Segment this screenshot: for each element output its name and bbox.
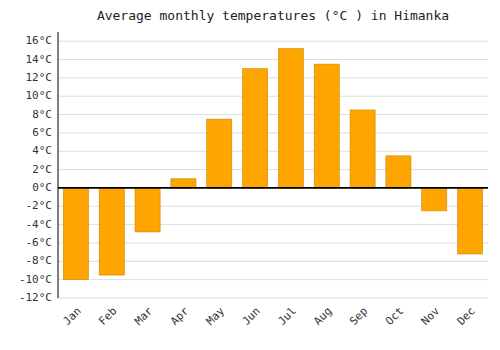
grid-line — [58, 151, 488, 152]
bar — [63, 188, 88, 280]
chart: Average monthly temperatures (°C ) in Hi… — [0, 0, 500, 350]
x-tick-label: Sep — [347, 305, 370, 328]
y-tick-label: 0°C — [32, 181, 52, 194]
y-ticks: -12°C -10°C -8°C -6°C -4°C -2°C 0°C 2°C 4°C 6°C 8°… — [19, 34, 52, 304]
x-tick-label: Feb — [96, 305, 119, 328]
zero-line — [58, 187, 488, 189]
grid-line — [58, 59, 488, 60]
x-tick-label: Mar — [132, 304, 156, 328]
x-tick-label: Dec — [455, 305, 478, 328]
bar — [314, 64, 339, 188]
x-tick-label: Oct — [383, 305, 406, 328]
y-tick-label: 8°C — [32, 108, 52, 121]
y-tick-label: 10°C — [26, 89, 53, 102]
grid-line — [58, 77, 488, 78]
grid — [58, 41, 488, 298]
y-tick-label: -2°C — [26, 199, 53, 212]
grid-line — [58, 298, 488, 299]
grid-line — [58, 187, 488, 188]
y-tick-label: -4°C — [26, 218, 53, 231]
bar — [99, 188, 124, 275]
y-tick-label: -8°C — [26, 254, 53, 267]
y-tick-label: 6°C — [32, 126, 52, 139]
x-tick-label: Aug — [311, 305, 334, 328]
y-tick-label: 4°C — [32, 144, 52, 157]
x-tick-label: Jun — [240, 305, 263, 328]
bar — [386, 156, 411, 188]
y-tick-label: 16°C — [26, 34, 53, 47]
bars — [63, 49, 482, 280]
y-axis-line — [58, 32, 59, 298]
bar — [278, 49, 303, 188]
y-tick-label: -6°C — [26, 236, 53, 249]
y-tick-label: -12°C — [19, 291, 52, 304]
x-tick-label: Jul — [275, 305, 298, 328]
grid-line — [58, 169, 488, 170]
grid-line — [58, 132, 488, 133]
y-tick-label: -10°C — [19, 273, 52, 286]
title: Average monthly temperatures (°C ) in Hi… — [97, 8, 449, 23]
bar — [350, 110, 375, 188]
grid-line — [58, 279, 488, 280]
x-tick-label: Jan — [60, 305, 83, 328]
grid-line — [58, 96, 488, 97]
y-tick-label: 2°C — [32, 163, 52, 176]
chart-container: Average monthly temperatures (°C ) in Hi… — [0, 0, 500, 350]
bar — [458, 188, 483, 254]
bar — [243, 69, 268, 188]
x-tick-label: Nov — [419, 304, 443, 328]
x-ticks: Jan Feb Mar Apr May Jun Jul Aug Sep Oct Nov Dec — [60, 304, 477, 328]
bar — [422, 188, 447, 211]
grid-line — [58, 41, 488, 42]
bar — [171, 179, 196, 188]
bar — [135, 188, 160, 232]
x-tick-label: Apr — [168, 304, 192, 328]
y-tick-label: 12°C — [26, 71, 53, 84]
x-tick-label: May — [204, 304, 228, 328]
y-tick-label: 14°C — [26, 53, 53, 66]
grid-line — [58, 114, 488, 115]
bar — [207, 119, 232, 188]
